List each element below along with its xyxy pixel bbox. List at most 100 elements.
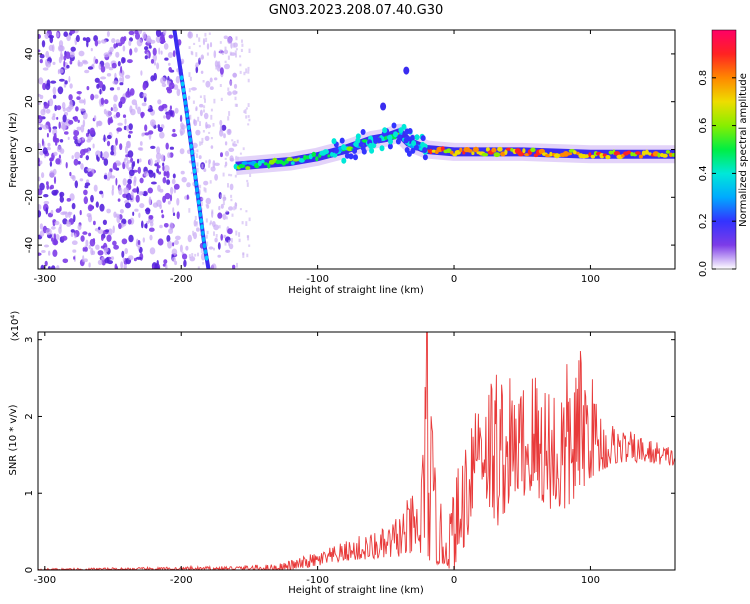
noise-cell xyxy=(48,34,54,39)
ridge-cell xyxy=(322,149,329,155)
noise-cell xyxy=(217,242,221,250)
noise-cell xyxy=(73,214,76,223)
noise-cell xyxy=(106,31,110,37)
colorbar: 0.0 0.2 0.4 0.6 0.8 Normalized spectral ampl… xyxy=(698,29,749,277)
ridge-cell xyxy=(648,152,652,156)
noise-cell xyxy=(210,114,213,120)
noise-cell xyxy=(159,131,165,139)
noise-cell xyxy=(247,78,250,83)
noise-cell xyxy=(63,31,68,37)
noise-cell xyxy=(199,121,201,126)
noise-cell xyxy=(43,194,49,198)
noise-cell xyxy=(111,62,117,69)
ridge-cell xyxy=(665,150,671,154)
noise-cell xyxy=(53,233,57,241)
noise-cell xyxy=(103,151,110,159)
noise-cell xyxy=(189,114,192,120)
noise-cell xyxy=(168,67,172,72)
noise-cell xyxy=(125,161,129,169)
colorbar-tick-label: 0.0 xyxy=(698,261,709,277)
noise-cell xyxy=(77,161,81,165)
noise-cell xyxy=(131,99,137,106)
noise-cell xyxy=(159,204,162,210)
noise-cell xyxy=(103,158,109,166)
snr-y-multiplier: (x10⁴) xyxy=(10,311,21,342)
noise-cell xyxy=(39,230,45,237)
noise-cell xyxy=(238,238,241,243)
noise-cell xyxy=(116,127,123,132)
noise-cell xyxy=(172,173,176,179)
noise-cell xyxy=(142,92,147,98)
noise-cell xyxy=(113,103,117,109)
noise-cell xyxy=(172,242,175,247)
noise-cell xyxy=(208,159,211,165)
noise-cell xyxy=(229,157,235,162)
noise-cell xyxy=(229,51,232,56)
ridge-cell xyxy=(401,123,407,130)
ridge-cell xyxy=(290,161,295,165)
noise-cell xyxy=(38,176,41,182)
noise-cell xyxy=(219,129,224,137)
ridge-cell xyxy=(638,154,644,159)
y-tick-label: -40 xyxy=(24,237,35,253)
noise-cell xyxy=(130,157,134,163)
noise-cell xyxy=(163,170,167,177)
noise-cell xyxy=(72,249,77,253)
noise-cell xyxy=(84,69,90,74)
noise-cell xyxy=(246,182,249,187)
noise-cell xyxy=(85,239,89,247)
noise-cell xyxy=(214,162,220,166)
noise-cell xyxy=(149,221,154,227)
noise-cell xyxy=(236,103,238,107)
noise-cell xyxy=(228,243,234,250)
noise-cell xyxy=(46,146,51,151)
noise-cell xyxy=(107,260,113,265)
noise-cell xyxy=(98,226,101,230)
noise-cell xyxy=(167,240,173,249)
noise-cell xyxy=(150,181,157,185)
x-tick-label: -300 xyxy=(33,575,56,586)
noise-cell xyxy=(102,219,107,225)
noise-cell xyxy=(197,252,199,257)
steep-line-cell xyxy=(194,180,198,186)
noise-cell xyxy=(88,232,92,237)
noise-cell xyxy=(239,70,242,74)
ridge-cell xyxy=(379,145,385,152)
noise-cell xyxy=(63,55,67,61)
noise-cell xyxy=(160,40,166,44)
noise-cell xyxy=(200,70,204,75)
noise-cell xyxy=(55,208,61,213)
noise-cell xyxy=(224,157,227,160)
noise-cell xyxy=(218,205,221,211)
ridge-cell xyxy=(590,154,596,159)
noise-cell xyxy=(233,141,236,144)
noise-cell xyxy=(211,263,217,269)
noise-cell xyxy=(203,180,209,186)
noise-cell xyxy=(185,245,189,251)
noise-cell xyxy=(139,158,142,163)
noise-cell xyxy=(206,241,209,247)
noise-cell xyxy=(149,247,156,255)
ridge-cell xyxy=(238,163,246,169)
steep-line-cell xyxy=(202,243,207,249)
noise-cell xyxy=(117,61,121,67)
noise-cell xyxy=(42,124,49,130)
noise-cell xyxy=(195,108,198,112)
noise-cell xyxy=(227,116,230,121)
noise-cell xyxy=(81,137,85,141)
noise-cell xyxy=(243,110,246,113)
noise-cell xyxy=(174,107,179,114)
noise-cell xyxy=(189,76,192,81)
noise-cell xyxy=(50,209,54,215)
noise-cell xyxy=(70,46,76,52)
noise-cell xyxy=(112,240,117,246)
noise-cell xyxy=(196,162,199,167)
noise-cell xyxy=(193,119,198,127)
noise-cell xyxy=(148,45,152,49)
noise-cell xyxy=(220,203,224,209)
snr-frame xyxy=(37,331,676,571)
noise-cell xyxy=(173,183,180,190)
noise-cell xyxy=(52,239,59,246)
noise-cell xyxy=(205,204,208,207)
steep-line-cell xyxy=(204,255,209,261)
